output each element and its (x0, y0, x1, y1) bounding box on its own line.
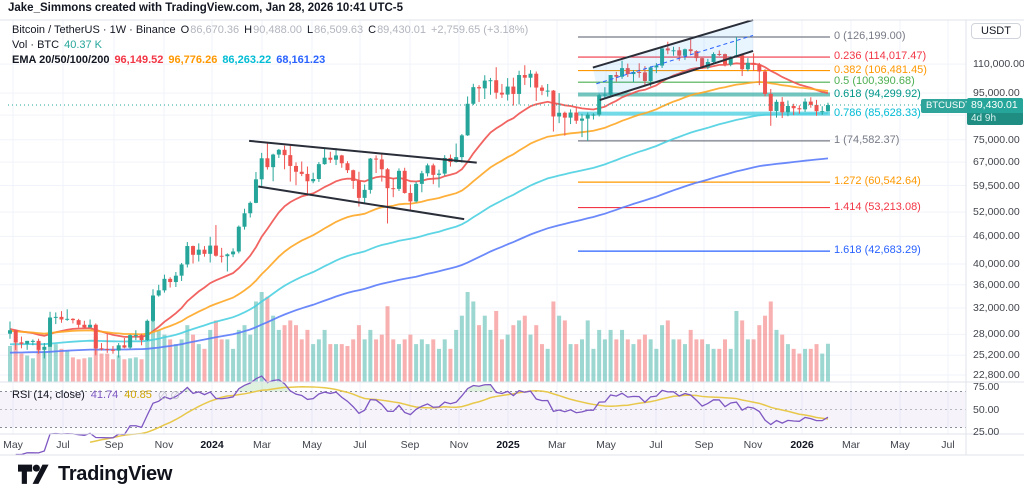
price-tick-label: 40,000.00 (973, 257, 1020, 270)
rsi-empty-icon: ∅ ∅ (157, 390, 181, 402)
low-label: L (307, 24, 314, 36)
last-price-value: 89,430.01 (967, 98, 1023, 113)
time-tick-label: Sep (104, 439, 124, 451)
volume-value: 40.37 K (64, 39, 102, 51)
time-tick-label: Jul (353, 439, 367, 451)
tradingview-logo[interactable]: TradingView (18, 461, 172, 487)
time-tick-label: Nov (743, 439, 763, 451)
price-tick-label: 32,000.00 (973, 302, 1020, 315)
time-tick-label: May (890, 439, 910, 451)
price-tick-label: 28,000.00 (973, 328, 1020, 341)
price-tick-label: 59,500.00 (973, 179, 1020, 192)
symbol-price-label-badge: BTCUSDT (921, 99, 976, 113)
price-tick-label: 95,000.00 (973, 87, 1020, 100)
time-tick-label: Sep (400, 439, 420, 451)
volume-legend-row[interactable]: Vol · BTC 40.37 K (12, 38, 528, 53)
time-tick-label: May (302, 439, 322, 451)
rsi-ma-value: 40.85 (124, 389, 152, 401)
time-tick-label: Nov (154, 439, 174, 451)
fib-level-label: 0 (126,199.00) (834, 30, 906, 42)
open-value: 86,670.36 (190, 24, 240, 36)
price-tick-label: 52,000.00 (973, 206, 1020, 219)
rsi-tick-label: 50.00 (973, 403, 1000, 416)
high-value: 90,488.00 (253, 24, 303, 36)
time-tick-label: 2025 (496, 439, 520, 451)
close-value: 89,430.01 (377, 24, 426, 36)
fib-level-label: 0.382 (106,481.45) (834, 63, 927, 76)
fib-level-label: 1.618 (42,683.29) (834, 244, 921, 257)
open-label: O (180, 24, 190, 36)
price-tick-label: 110,000.00 (973, 58, 1024, 71)
ema100-value: 86,263.22 (222, 54, 272, 66)
change-value: +2,759.65 (+3.18%) (431, 24, 529, 36)
time-tick-label: Sep (694, 439, 714, 451)
time-tick-label: 2026 (790, 439, 814, 451)
ema20-value: 96,149.52 (114, 54, 164, 66)
rsi-value: 41.74 (90, 389, 119, 401)
time-tick-label: Mar (841, 439, 861, 451)
time-tick-label: Mar (252, 439, 272, 451)
last-price-badge: 89,430.01 4d 9h (967, 98, 1023, 125)
time-tick-label: May (596, 439, 616, 451)
symbol-title: Bitcoin / TetherUS · 1W · Binance (12, 24, 176, 36)
fib-level-label: 1.414 (53,213.08) (834, 200, 921, 213)
fib-level-label: 0.236 (114,017.47) (834, 50, 927, 63)
rsi-tick-label: 25.00 (973, 426, 1000, 438)
ema50-value: 96,776.26 (168, 54, 218, 66)
price-tick-label: 46,000.00 (973, 230, 1020, 243)
fib-level-label: 0.618 (94,299.92) (834, 87, 921, 100)
bar-countdown: 4d 9h (967, 113, 1023, 125)
time-tick-label: Jul (941, 439, 955, 451)
price-tick-label: 25,200.00 (973, 349, 1020, 362)
fib-level-label: 0.5 (100,390.68) (834, 75, 915, 88)
tradingview-logo-icon (18, 464, 49, 484)
time-tick-label: Mar (547, 439, 567, 451)
ema-label: EMA 20/50/100/200 (12, 54, 110, 66)
volume-label: Vol · BTC (12, 39, 60, 51)
rsi-label: RSI (14, close) (12, 389, 85, 401)
rsi-tick-label: 75.00 (973, 381, 1000, 393)
tradingview-logo-text: TradingView (58, 462, 173, 485)
time-tick-label: Jul (56, 439, 70, 451)
time-tick-label: Nov (449, 439, 469, 451)
time-tick-label: Jul (649, 439, 663, 451)
symbol-legend-row[interactable]: Bitcoin / TetherUS · 1W · Binance O 86,67… (12, 23, 528, 38)
fib-level-label: 1 (74,582.37) (834, 133, 900, 146)
attribution-text: Jake_Simmons created with TradingView.co… (8, 2, 404, 14)
price-tick-label: 36,000.00 (973, 278, 1020, 291)
time-tick-label: 2024 (200, 439, 224, 451)
low-value: 86,509.63 (314, 24, 364, 36)
ema-legend-row[interactable]: EMA 20/50/100/200 96,149.52 96,776.26 86… (12, 53, 528, 68)
close-label: C (368, 24, 377, 36)
price-tick-label: 67,000.00 (973, 156, 1020, 169)
ema200-value: 68,161.23 (276, 54, 326, 66)
fib-level-label: 1.272 (60,542.64) (834, 175, 921, 188)
chart-legend: Bitcoin / TetherUS · 1W · Binance O 86,67… (12, 23, 528, 68)
price-tick-label: 75,000.00 (973, 133, 1020, 146)
time-tick-label: May (3, 439, 23, 451)
currency-toggle-button[interactable]: USDT (971, 23, 1021, 39)
price-tick-label: 22,800.00 (973, 369, 1020, 381)
rsi-legend-row[interactable]: RSI (14, close) 41.74 40.85 ∅ ∅ (12, 389, 180, 402)
fib-level-label: 0.786 (85,628.33) (834, 106, 921, 119)
high-label: H (244, 24, 253, 36)
